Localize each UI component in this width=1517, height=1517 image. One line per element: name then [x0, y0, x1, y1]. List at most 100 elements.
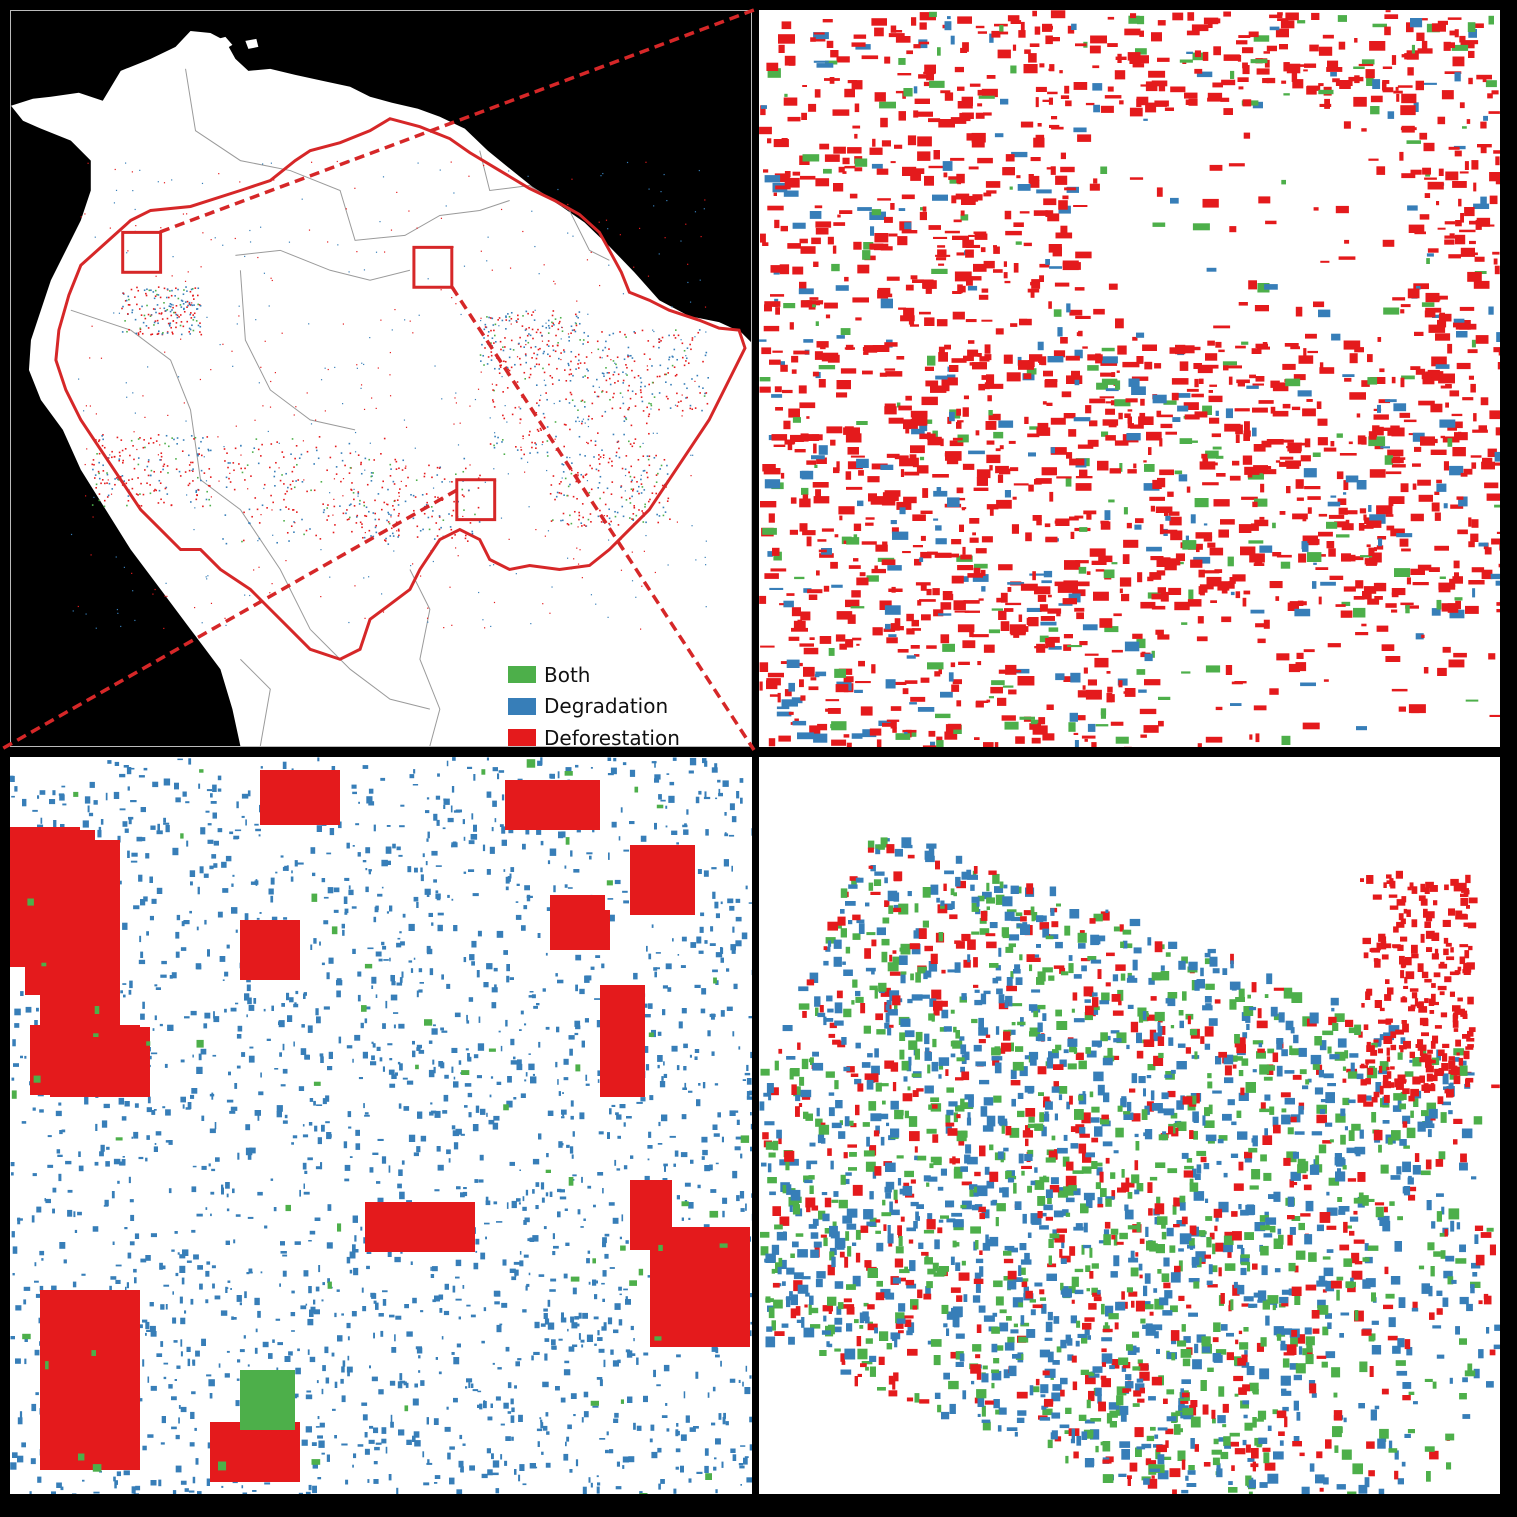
- loss-patch: [1062, 260, 1079, 271]
- degradation-patch: [140, 1258, 147, 1263]
- loss-pixel: [542, 603, 544, 605]
- loss-pixel: [423, 472, 426, 475]
- loss-pixel: [242, 539, 245, 542]
- loss-pixel: [166, 317, 169, 320]
- degradation-patch: [57, 1154, 63, 1157]
- loss-pixel: [249, 241, 252, 243]
- loss-patch: [801, 487, 809, 495]
- loss-pixel: [648, 413, 651, 416]
- loss-pixel: [639, 628, 642, 630]
- degradation-patch: [381, 1438, 387, 1444]
- loss-patch: [866, 575, 879, 582]
- loss-patch: [764, 479, 781, 489]
- loss-patch: [997, 49, 1011, 59]
- loss-pixel: [106, 473, 109, 476]
- loss-patch: [949, 179, 959, 184]
- degradation-patch: [618, 1286, 622, 1291]
- loss-pixel: [519, 357, 521, 360]
- loss-patch: [1280, 561, 1291, 569]
- loss-patch: [951, 684, 960, 692]
- degradation-patch: [613, 1329, 619, 1334]
- loss-pixel: [398, 512, 400, 515]
- loss-pixel: [320, 549, 322, 551]
- degradation-patch: [750, 1051, 752, 1059]
- degradation-patch: [129, 1241, 135, 1246]
- loss-patch: [1243, 132, 1251, 139]
- loss-patch: [1428, 324, 1446, 333]
- loss-pixel: [563, 351, 566, 353]
- degradation-patch: [722, 1417, 726, 1425]
- loss-patch: [1252, 427, 1257, 437]
- loss-pixel: [93, 496, 95, 498]
- loss-patch: [1277, 18, 1289, 21]
- degradation-patch: [749, 1416, 752, 1423]
- loss-patch: [1313, 562, 1317, 565]
- loss-pixel: [507, 368, 509, 371]
- degradation-patch: [426, 1417, 429, 1425]
- degradation-patch: [245, 1147, 253, 1156]
- degradation-patch: [44, 1198, 46, 1202]
- degradation-patch: [511, 1436, 514, 1441]
- loss-patch: [1069, 712, 1078, 722]
- loss-pixel: [531, 328, 534, 331]
- loss-pixel: [170, 504, 173, 507]
- loss-patch: [1227, 556, 1234, 567]
- loss-pixel: [269, 592, 271, 594]
- loss-pixel: [149, 315, 152, 317]
- loss-pixel: [117, 612, 119, 614]
- loss-patch: [916, 111, 933, 117]
- loss-pixel: [558, 483, 561, 485]
- degradation-patch: [702, 1149, 708, 1156]
- loss-pixel: [593, 456, 595, 458]
- loss-patch: [788, 63, 795, 66]
- loss-patch: [773, 444, 786, 447]
- loss-patch: [818, 379, 826, 388]
- loss-patch: [1470, 455, 1482, 458]
- degradation-patch: [578, 1333, 581, 1340]
- loss-patch: [1013, 222, 1024, 227]
- loss-patch: [883, 628, 896, 632]
- loss-pixel: [240, 445, 242, 447]
- loss-patch: [1269, 581, 1283, 589]
- loss-pixel: [487, 331, 490, 333]
- loss-pixel: [676, 358, 678, 361]
- loss-pixel: [615, 451, 618, 454]
- loss-patch: [1207, 542, 1216, 548]
- loss-patch: [852, 125, 861, 129]
- loss-patch: [818, 365, 836, 370]
- loss-patch: [919, 557, 924, 562]
- degradation-patch: [633, 1338, 635, 1342]
- loss-pixel: [579, 549, 581, 551]
- loss-pixel: [128, 328, 130, 331]
- loss-pixel: [102, 438, 104, 441]
- loss-pixel: [699, 279, 701, 281]
- degradation-patch: [531, 1355, 534, 1361]
- loss-pixel: [191, 324, 193, 327]
- loss-patch: [1205, 665, 1221, 673]
- loss-pixel: [180, 321, 183, 323]
- degradation-patch: [93, 800, 98, 805]
- loss-patch: [1156, 410, 1162, 417]
- degradation-patch: [239, 1349, 245, 1353]
- loss-pixel: [327, 504, 329, 506]
- degradation-patch: [323, 1006, 330, 1010]
- loss-patch: [968, 340, 975, 344]
- loss-patch: [1002, 685, 1014, 688]
- loss-pixel: [582, 418, 585, 420]
- loss-pixel: [651, 393, 654, 395]
- loss-pixel: [597, 487, 600, 489]
- loss-patch: [1403, 419, 1417, 423]
- loss-pixel: [583, 362, 586, 364]
- degradation-patch: [175, 797, 181, 803]
- loss-patch: [1318, 596, 1322, 605]
- loss-patch: [957, 86, 965, 91]
- loss-pixel: [519, 336, 521, 339]
- loss-patch: [1159, 524, 1164, 535]
- loss-pixel: [368, 510, 370, 513]
- loss-pixel: [185, 286, 187, 288]
- degradation-patch: [221, 1485, 224, 1488]
- loss-patch: [899, 458, 916, 467]
- degradation-patch: [603, 1322, 607, 1330]
- legend-item-degradation: Degradation: [508, 691, 708, 723]
- loss-pixel: [667, 497, 670, 500]
